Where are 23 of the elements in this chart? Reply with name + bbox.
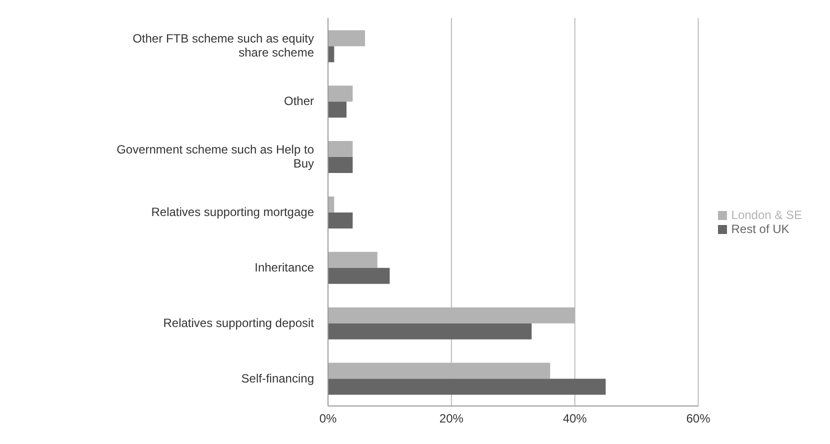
- bar: [328, 30, 366, 46]
- bar: [328, 378, 606, 395]
- bar: [328, 141, 353, 158]
- legend-label: Rest of UK: [731, 222, 790, 236]
- y-tick-label: Relatives supporting deposit: [163, 316, 315, 330]
- legend-label: London & SE: [731, 208, 802, 222]
- bar: [328, 323, 532, 340]
- bar: [328, 102, 347, 118]
- bar: [328, 157, 353, 174]
- y-tick-label: Inheritance: [254, 260, 314, 274]
- x-tick-label: 0%: [319, 412, 337, 426]
- y-tick-label: Other: [284, 94, 314, 108]
- x-tick-label: 40%: [562, 412, 588, 426]
- x-tick-label: 60%: [686, 412, 711, 426]
- bar: [328, 252, 378, 268]
- y-tick-label: Government scheme such as Help to Buy: [116, 142, 314, 171]
- y-tick-label: Relatives supporting mortgage: [151, 205, 314, 219]
- bar: [328, 86, 353, 102]
- x-tick-label: 20%: [439, 412, 464, 426]
- y-tick-label: Self-financing: [241, 371, 314, 386]
- bar: [328, 212, 353, 228]
- y-tick-label: Other FTB scheme such as equity share scheme: [132, 32, 314, 60]
- bar: [328, 268, 390, 284]
